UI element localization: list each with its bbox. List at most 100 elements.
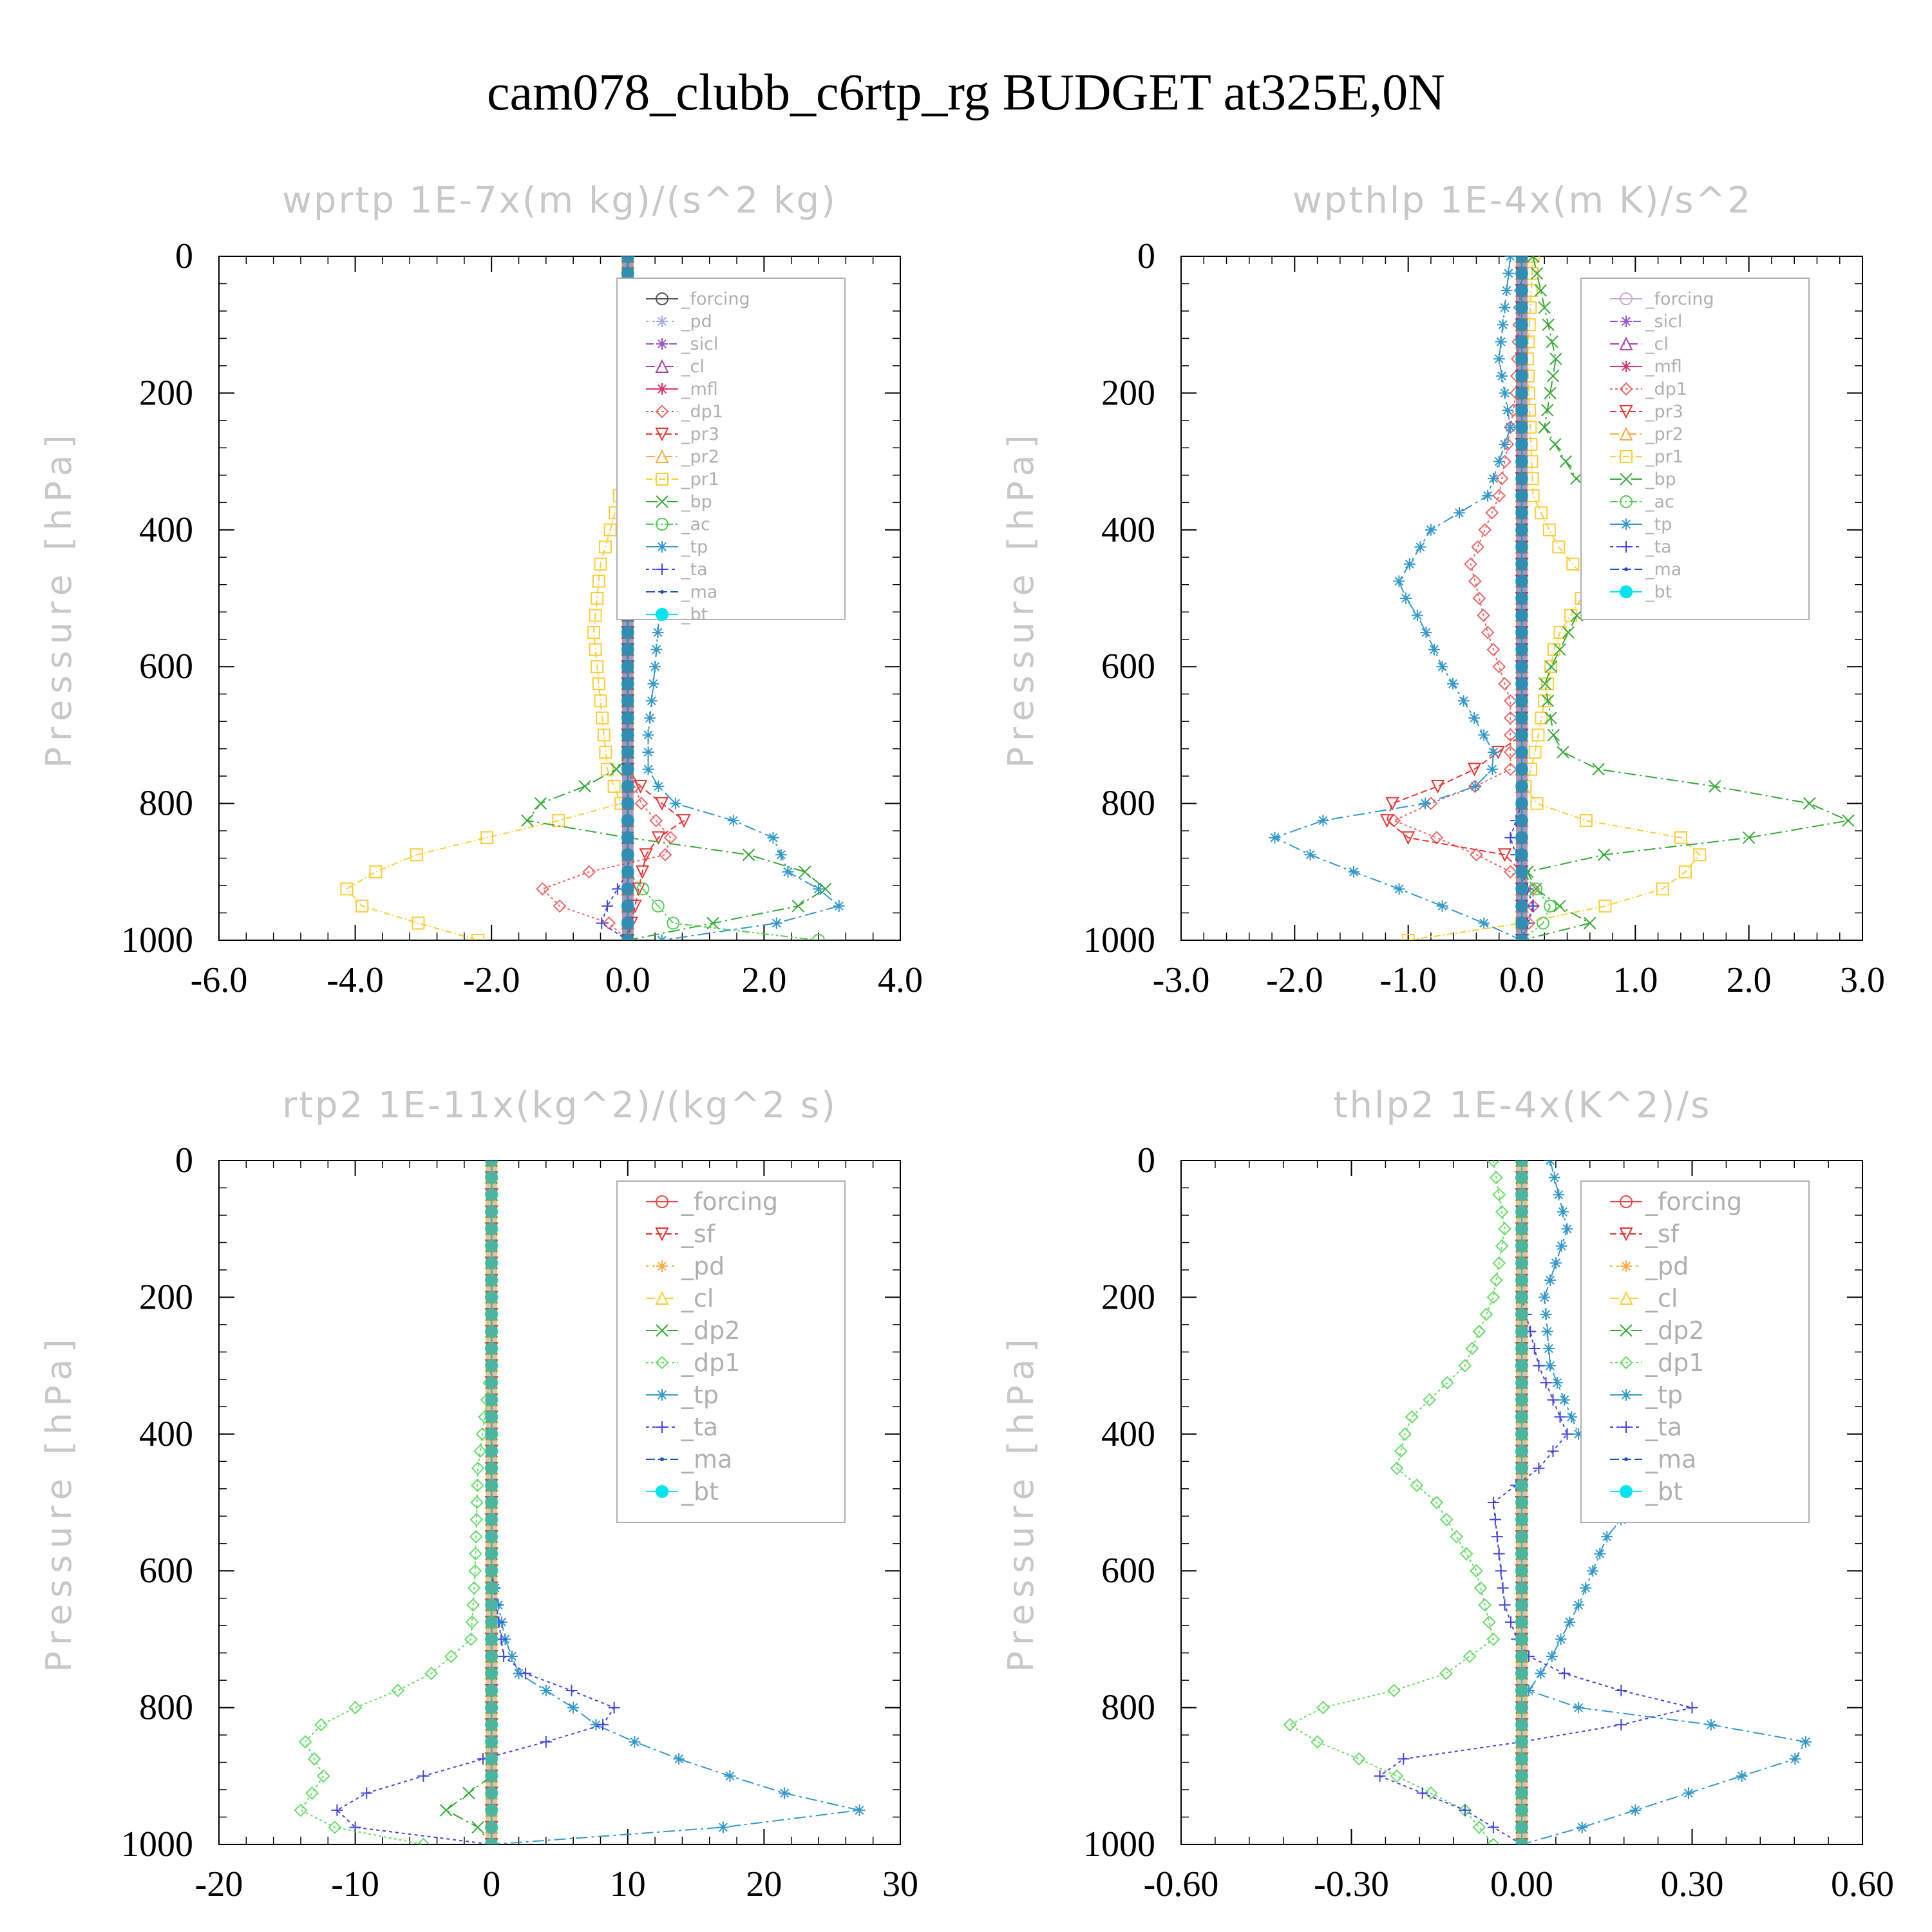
data-point: [1562, 626, 1575, 639]
data-point: [565, 1685, 578, 1697]
legend-label: _bt: [681, 1477, 719, 1506]
data-point: [470, 1495, 484, 1510]
data-point: [1678, 865, 1692, 878]
legend-label: _ta: [681, 1413, 718, 1441]
x-tick-label: -2.0: [1266, 960, 1323, 1000]
data-point: [1515, 1667, 1528, 1680]
data-point: [485, 1803, 498, 1817]
data-point: [485, 1188, 498, 1202]
data-point: [1498, 1222, 1511, 1236]
data-point: [1656, 882, 1669, 896]
data-point: [485, 1821, 498, 1834]
data-point: [594, 694, 607, 708]
data-point: [485, 1171, 498, 1184]
data-point: [1515, 1376, 1528, 1390]
data-point: [485, 1838, 498, 1844]
panel-title: wpthlp 1E-4x(m K)/s^2: [1293, 180, 1752, 222]
series-ta: [331, 1160, 620, 1844]
x-tick-label: -20: [195, 1864, 243, 1904]
data-point: [1515, 1564, 1528, 1578]
legend-label: _cl: [681, 1284, 714, 1312]
data-point: [1499, 301, 1511, 314]
data-point: [1420, 627, 1432, 639]
data-point: [1492, 489, 1506, 503]
legend-label: _tp: [681, 1381, 719, 1409]
data-point: [587, 626, 600, 639]
legend-box: [1580, 278, 1810, 620]
data-point: [1492, 1188, 1506, 1202]
y-tick-label: 0: [1137, 1141, 1155, 1180]
data-point: [791, 900, 805, 913]
data-point: [485, 1479, 498, 1492]
data-point: [498, 1650, 510, 1662]
y-tick-label: 200: [139, 1277, 193, 1317]
data-point: [1478, 523, 1492, 537]
data-point: [610, 762, 623, 776]
data-point: [1540, 1308, 1552, 1320]
y-tick-label: 200: [1101, 373, 1155, 413]
data-point: [1387, 1683, 1401, 1698]
series-bt: [1515, 1160, 1528, 1844]
y-tick-label: 400: [139, 1414, 193, 1454]
data-point: [485, 1239, 498, 1253]
data-point: [1468, 712, 1481, 724]
data-point: [1498, 677, 1511, 691]
data-point: [1515, 1205, 1528, 1218]
data-point: [1534, 284, 1548, 297]
data-point: [553, 899, 567, 913]
data-point: [742, 848, 755, 861]
data-point: [1515, 1222, 1528, 1236]
data-point: [328, 1821, 342, 1834]
y-axis-label: Pressure [hPa]: [1001, 1332, 1041, 1672]
data-point: [1472, 1821, 1486, 1834]
data-point: [1686, 1701, 1698, 1714]
data-point: [1495, 471, 1509, 486]
data-point: [355, 899, 369, 913]
data-point: [1515, 1598, 1528, 1612]
data-point: [485, 1160, 498, 1167]
data-point: [485, 1291, 498, 1304]
data-point: [1385, 797, 1399, 811]
series-line: [1408, 256, 1701, 940]
data-point: [1469, 781, 1481, 793]
data-point: [1515, 1838, 1528, 1844]
data-point: [485, 1410, 498, 1424]
data-point: [1584, 916, 1596, 930]
data-point: [1393, 575, 1405, 587]
data-point: [1544, 899, 1557, 913]
data-point: [1479, 1307, 1493, 1321]
data-point: [485, 1427, 498, 1441]
y-tick-label: 1000: [121, 1824, 193, 1864]
data-point: [1566, 1411, 1578, 1423]
legend-marker: [656, 1485, 668, 1498]
data-point: [1374, 1770, 1386, 1782]
data-point: [603, 523, 617, 536]
data-point: [1538, 694, 1551, 708]
data-point: [1440, 1376, 1454, 1390]
data-point: [1587, 1565, 1599, 1577]
data-point: [1472, 591, 1486, 605]
x-tick-label: 0.0: [605, 960, 650, 1000]
data-point: [599, 540, 612, 554]
data-point: [1533, 1359, 1545, 1372]
data-point: [1486, 643, 1501, 657]
data-point: [642, 763, 654, 775]
legend-label: _cl: [1645, 334, 1669, 354]
data-point: [1570, 472, 1583, 485]
data-point: [1799, 1736, 1812, 1748]
data-point: [1544, 1359, 1557, 1372]
data-point: [1558, 1667, 1571, 1680]
data-point: [1464, 557, 1478, 571]
data-point: [1379, 814, 1394, 828]
legend-marker: [656, 338, 668, 350]
panel-wprtp: wprtp 1E-7x(m kg)/(s^2 kg) Pressure [hPa]…: [39, 180, 923, 1000]
data-point: [1542, 1343, 1555, 1355]
data-point: [466, 1598, 480, 1612]
data-point: [307, 1752, 321, 1766]
data-point: [1564, 1616, 1576, 1628]
data-point: [485, 1307, 498, 1321]
data-point: [1486, 763, 1499, 775]
data-point: [1546, 370, 1560, 383]
data-point: [591, 660, 604, 674]
data-point: [485, 1547, 498, 1560]
